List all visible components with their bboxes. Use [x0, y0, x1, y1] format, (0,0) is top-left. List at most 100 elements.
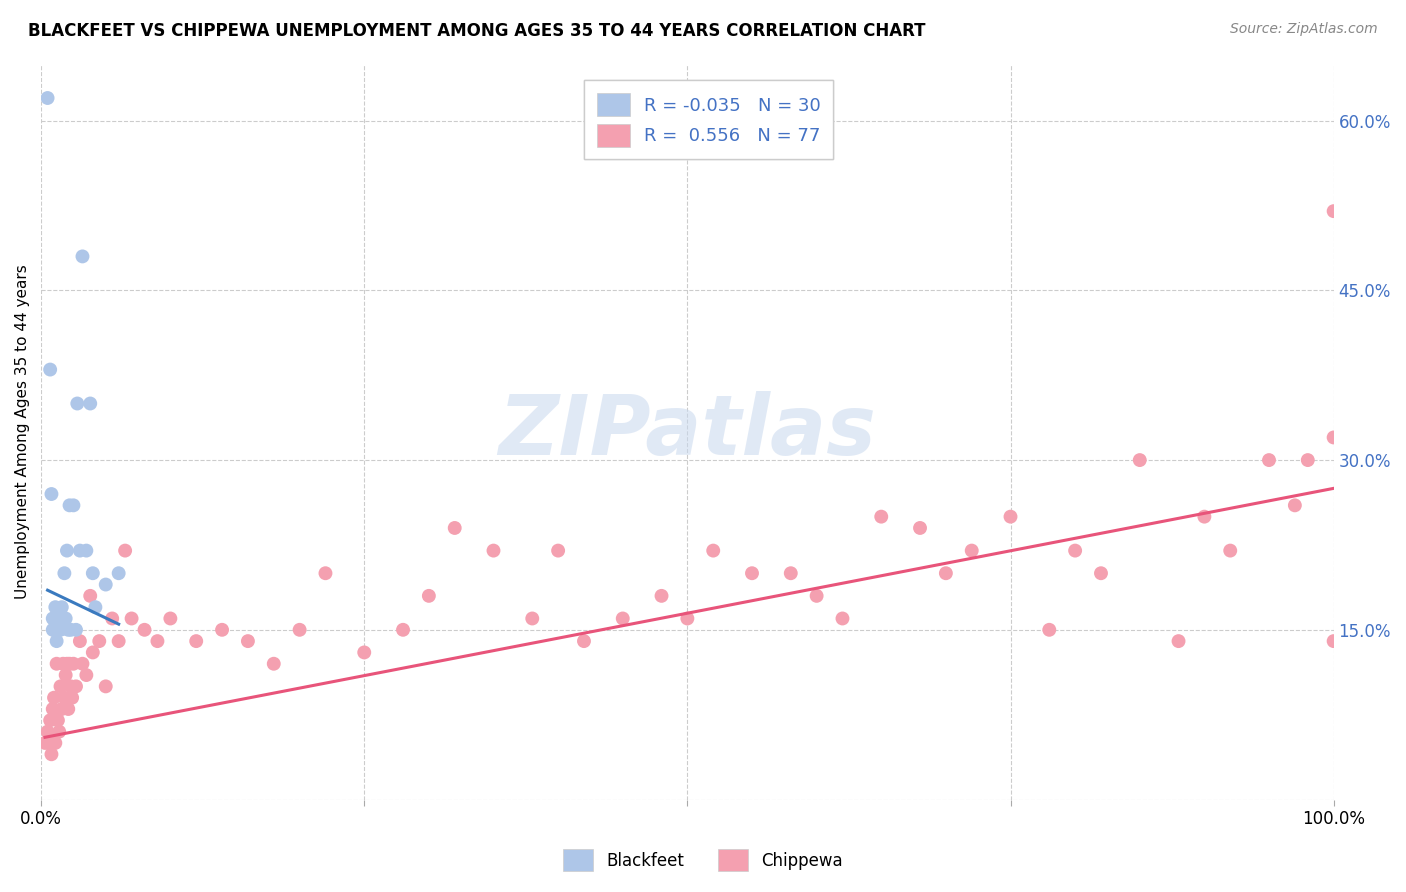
Point — [62, 657, 84, 671]
Point — [1284, 499, 1306, 513]
Point — [1064, 543, 1087, 558]
Point — [960, 543, 983, 558]
Point — [45, 634, 67, 648]
Point — [908, 521, 931, 535]
Point — [1167, 634, 1189, 648]
Point — [186, 634, 208, 648]
Point — [547, 543, 569, 558]
Point — [59, 623, 82, 637]
Point — [101, 611, 124, 625]
Point — [236, 634, 259, 648]
Point — [56, 543, 79, 558]
Point — [66, 396, 89, 410]
Point — [65, 679, 87, 693]
Point — [42, 702, 65, 716]
Legend: Blackfeet, Chippewa: Blackfeet, Chippewa — [555, 841, 851, 880]
Point — [1090, 566, 1112, 581]
Point — [56, 657, 79, 671]
Point — [522, 611, 544, 625]
Point — [52, 657, 75, 671]
Point — [75, 668, 97, 682]
Y-axis label: Unemployment Among Ages 35 to 44 years: Unemployment Among Ages 35 to 44 years — [15, 264, 30, 599]
Point — [69, 543, 91, 558]
Text: Source: ZipAtlas.com: Source: ZipAtlas.com — [1230, 22, 1378, 37]
Point — [59, 679, 82, 693]
Point — [443, 521, 465, 535]
Point — [1323, 430, 1346, 444]
Point — [94, 577, 117, 591]
Point — [651, 589, 673, 603]
Point — [806, 589, 828, 603]
Point — [676, 611, 699, 625]
Point — [107, 566, 129, 581]
Point — [121, 611, 143, 625]
Point — [46, 611, 69, 625]
Point — [51, 600, 73, 615]
Point — [38, 736, 60, 750]
Point — [79, 396, 101, 410]
Point — [75, 543, 97, 558]
Point — [146, 634, 169, 648]
Point — [69, 634, 91, 648]
Point — [39, 714, 62, 728]
Point — [60, 690, 83, 705]
Point — [870, 509, 893, 524]
Point — [58, 499, 80, 513]
Point — [353, 645, 375, 659]
Point — [49, 679, 72, 693]
Point — [82, 645, 104, 659]
Point — [41, 747, 63, 762]
Point — [1219, 543, 1241, 558]
Point — [82, 566, 104, 581]
Point — [741, 566, 763, 581]
Point — [55, 611, 77, 625]
Point — [42, 623, 65, 637]
Point — [72, 657, 94, 671]
Point — [44, 736, 66, 750]
Point — [392, 623, 415, 637]
Point — [89, 634, 111, 648]
Point — [42, 690, 65, 705]
Point — [44, 600, 66, 615]
Point — [1258, 453, 1281, 467]
Point — [42, 611, 65, 625]
Point — [702, 543, 724, 558]
Point — [58, 702, 80, 716]
Point — [612, 611, 634, 625]
Point — [53, 690, 76, 705]
Point — [211, 623, 233, 637]
Point — [34, 736, 56, 750]
Point — [42, 623, 65, 637]
Legend: R = -0.035   N = 30, R =  0.556   N = 77: R = -0.035 N = 30, R = 0.556 N = 77 — [585, 80, 834, 160]
Point — [263, 657, 285, 671]
Point — [62, 499, 84, 513]
Point — [572, 634, 595, 648]
Point — [65, 623, 87, 637]
Point — [84, 600, 107, 615]
Point — [1296, 453, 1319, 467]
Point — [72, 249, 94, 263]
Point — [1129, 453, 1152, 467]
Point — [48, 611, 70, 625]
Point — [779, 566, 801, 581]
Point — [48, 724, 70, 739]
Point — [41, 487, 63, 501]
Point — [314, 566, 336, 581]
Point — [37, 724, 59, 739]
Point — [1194, 509, 1216, 524]
Point — [42, 611, 65, 625]
Point — [107, 634, 129, 648]
Point — [288, 623, 311, 637]
Point — [482, 543, 505, 558]
Point — [935, 566, 957, 581]
Point — [1323, 634, 1346, 648]
Point — [1000, 509, 1022, 524]
Point — [37, 91, 59, 105]
Point — [46, 714, 69, 728]
Point — [1323, 204, 1346, 219]
Point — [45, 657, 67, 671]
Point — [114, 543, 136, 558]
Point — [51, 702, 73, 716]
Point — [134, 623, 156, 637]
Point — [159, 611, 181, 625]
